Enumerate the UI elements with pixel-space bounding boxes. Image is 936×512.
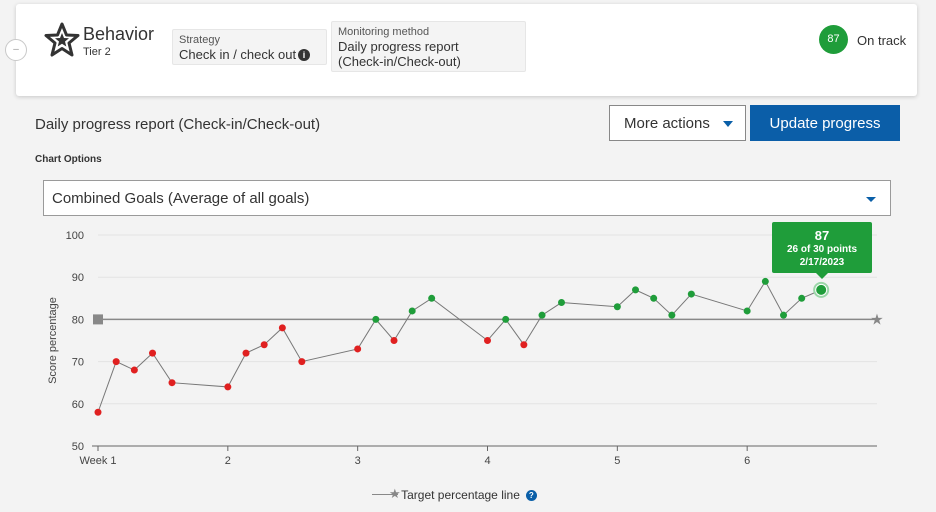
y-tick-label: 90 [72,272,84,284]
data-point [242,349,250,357]
tooltip-date: 2/17/2023 [799,257,845,268]
monitoring-method-chip: Monitoring method Daily progress report … [331,21,526,72]
selected-option: Combined Goals (Average of all goals) [52,190,310,207]
data-point [798,294,806,302]
x-tick-label: Week 1 [79,455,116,467]
data-point [484,337,491,344]
strategy-value: Check in / check out [179,47,297,62]
y-tick-label: 80 [72,314,84,326]
data-point [168,379,176,387]
data-point [408,307,416,315]
data-point [613,303,621,311]
data-point [130,366,138,374]
y-tick-label: 70 [72,357,84,369]
y-axis-label: Score percentage [47,297,59,384]
info-icon[interactable]: i [298,49,311,61]
data-point [761,277,769,285]
data-point [520,341,528,349]
strategy-value-row: Check in / check out i [179,47,320,62]
more-actions-label: More actions [624,114,710,132]
target-line-swatch: ★ [372,487,401,500]
goal-title: Behavior [83,24,155,44]
chart-options-label: Chart Options [35,154,102,165]
data-point [816,284,827,295]
data-point [112,358,120,366]
y-tick-label: 50 [72,441,84,453]
data-point [743,307,751,315]
minus-icon[interactable]: – [5,39,27,61]
caret-down-icon [723,121,733,127]
score-badge: 87 [819,25,848,54]
tooltip-points: 26 of 30 points [786,244,857,255]
target-line-star-marker: ★ [870,311,883,328]
strategy-label: Strategy [179,34,220,46]
data-point [260,341,268,349]
goal-header-card: Behavior Tier 2 Strategy Check in / chec… [16,4,917,96]
chart-legend: ★ Target percentage line? [372,487,537,502]
question-icon[interactable]: ? [525,490,537,501]
data-point [224,383,232,391]
x-tick-label: 6 [744,455,750,467]
tooltip-score: 87 [814,228,830,243]
data-point [780,311,788,319]
data-point [538,311,546,319]
star-icon [44,22,80,57]
update-progress-button[interactable]: Update progress [750,105,900,141]
x-tick-label: 2 [225,455,231,467]
section-title: Daily progress report (Check-in/Check-ou… [35,116,321,133]
data-point [687,290,695,298]
data-point [372,315,380,323]
x-tick-label: 4 [484,455,490,467]
legend-label: Target percentage line [401,488,520,502]
progress-chart: 100 90 80 70 60 50 Week 1 2 3 4 5 6 Score percentage… [47,230,884,467]
goal-tier: Tier 2 [83,46,111,58]
data-point [502,315,510,323]
x-tick-label: 3 [355,455,361,467]
x-tick-label: 5 [614,455,620,467]
chart-options-select[interactable]: Combined Goals (Average of all goals) [43,180,891,216]
status-text: On track [857,33,907,48]
y-tick-label: 100 [66,230,84,242]
caret-down-icon [866,197,876,202]
data-point [149,349,157,357]
data-point [428,294,436,302]
monitoring-value-line1: Daily progress report [338,39,459,54]
data-point [650,294,658,302]
data-point [298,358,306,366]
data-point [354,345,362,353]
y-tick-label: 60 [72,399,84,411]
data-point [390,337,398,344]
monitoring-label: Monitoring method [338,26,430,38]
monitoring-value-line2: (Check-in/Check-out) [338,54,461,69]
more-actions-button[interactable]: More actions [609,105,746,141]
star-icon: ★ [389,486,401,501]
series-line [97,280,822,413]
data-point [278,324,286,332]
data-point [632,286,640,294]
data-point [94,408,102,416]
data-point [668,311,676,319]
strategy-chip: Strategy Check in / check out i [172,29,327,65]
point-tooltip: 87 26 of 30 points 2/17/2023 [772,222,872,279]
data-point [558,299,566,307]
target-line-start-marker [93,314,103,325]
